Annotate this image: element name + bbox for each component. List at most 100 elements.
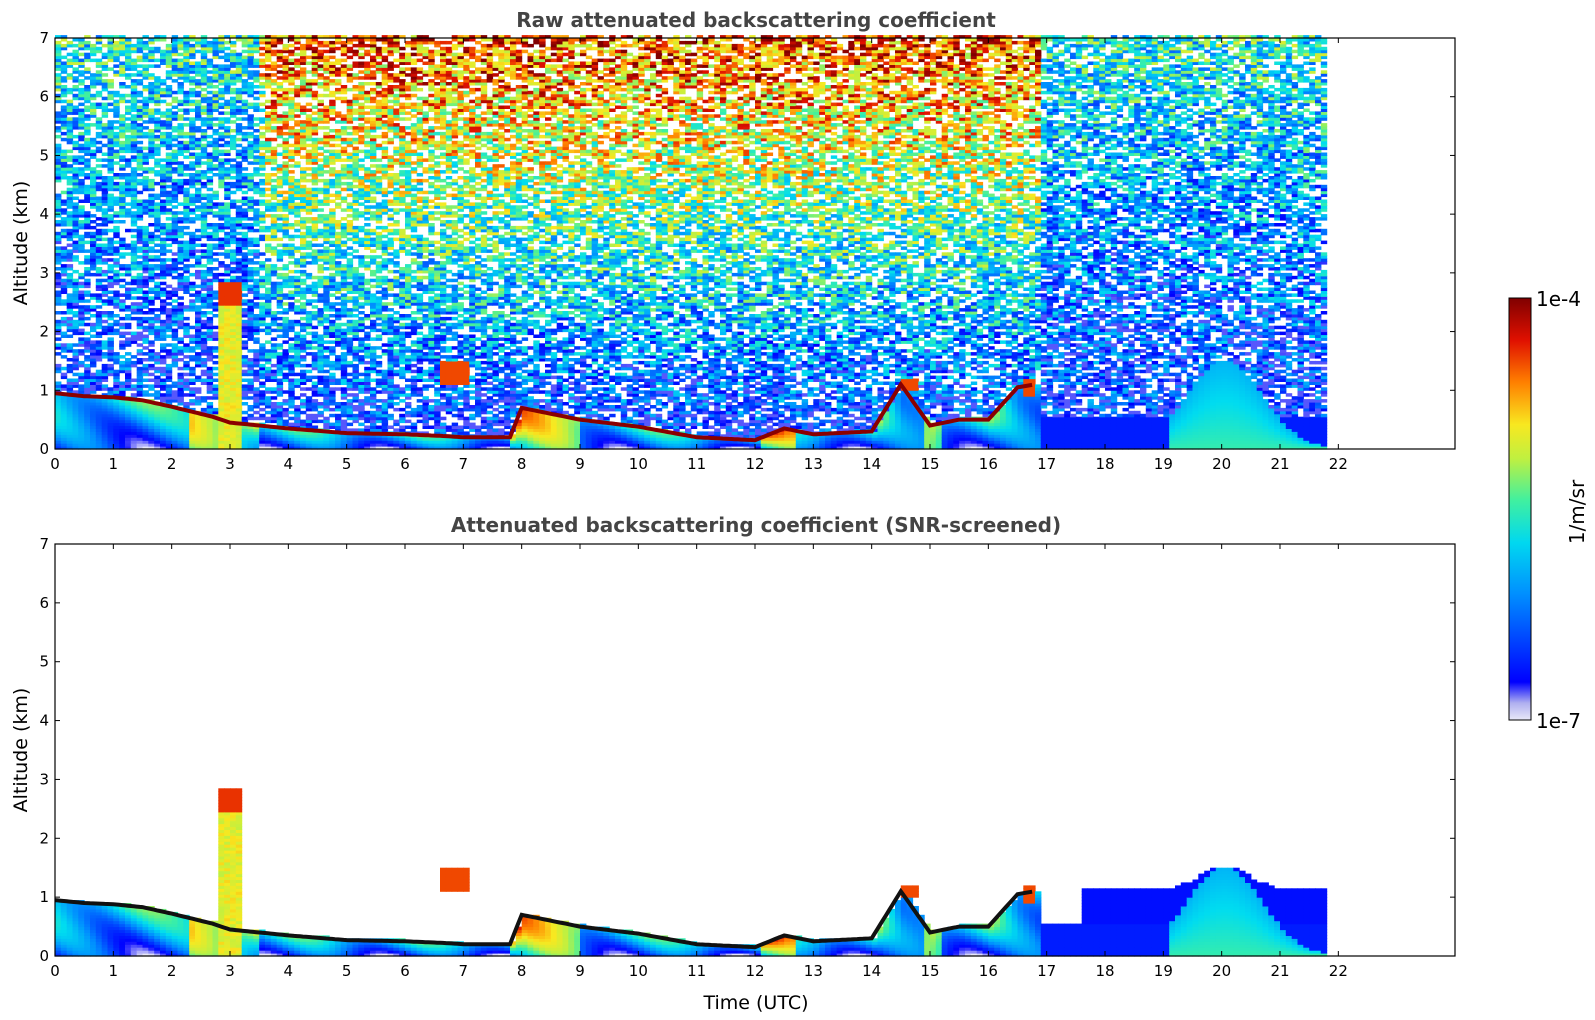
heatmap-cell — [253, 161, 260, 165]
heatmap-cell — [165, 264, 173, 268]
heatmap-cell — [311, 407, 319, 412]
heatmap-cell — [206, 140, 214, 145]
heatmap-cell — [154, 369, 161, 374]
heatmap-cell — [183, 123, 190, 127]
heatmap-cell — [300, 316, 307, 321]
heatmap-cell — [300, 190, 307, 195]
heatmap-cell — [305, 314, 313, 318]
heatmap-cell — [282, 73, 289, 77]
heatmap-cell — [311, 173, 319, 177]
heatmap-cell — [323, 178, 330, 183]
heatmap-cell — [317, 120, 324, 124]
heatmap-cell — [235, 155, 243, 159]
heatmap-cell — [177, 308, 184, 312]
heatmap-cell — [235, 258, 243, 262]
heatmap-cell — [200, 264, 208, 268]
heatmap-cell — [177, 82, 184, 86]
heatmap-cell — [317, 85, 324, 89]
heatmap-cell — [288, 358, 295, 362]
heatmap-cell — [259, 311, 266, 315]
heatmap-cell — [142, 126, 149, 130]
heatmap-cell — [235, 178, 243, 183]
heatmap-cell — [148, 378, 155, 382]
heatmap-cell — [84, 173, 91, 177]
heatmap-cell — [282, 181, 289, 186]
heatmap-cell — [125, 117, 132, 121]
heatmap-cell — [125, 416, 132, 421]
heatmap-cell — [177, 396, 184, 400]
heatmap-cell — [189, 167, 196, 171]
heatmap-cell — [224, 278, 231, 283]
heatmap-cell — [160, 187, 167, 192]
heatmap-cell — [125, 40, 132, 45]
heatmap-cell — [323, 76, 330, 80]
heatmap-cell — [160, 243, 167, 247]
heatmap-cell — [154, 443, 161, 447]
heatmap-cell — [189, 299, 196, 303]
heatmap-cell — [113, 258, 120, 262]
heatmap-cell — [288, 82, 295, 86]
heatmap-cell — [55, 410, 62, 415]
heatmap-cell — [113, 143, 120, 148]
heatmap-cell — [101, 237, 109, 242]
heatmap-cell — [136, 161, 144, 165]
heatmap-cell — [165, 155, 173, 159]
heatmap-cell — [224, 425, 231, 429]
heatmap-cell — [107, 387, 114, 391]
heatmap-cell — [90, 402, 97, 406]
heatmap-cell — [84, 258, 91, 262]
heatmap-cell — [84, 431, 91, 435]
heatmap-cell — [142, 70, 149, 74]
heatmap-cell — [142, 299, 149, 303]
heatmap-cell — [270, 346, 278, 350]
heatmap-cell — [72, 328, 79, 333]
heatmap-cell — [154, 431, 161, 435]
heatmap-cell — [84, 402, 91, 406]
heatmap-cell — [183, 76, 190, 80]
heatmap-cell — [90, 58, 97, 63]
heatmap-cell — [160, 393, 167, 397]
heatmap-cell — [130, 240, 138, 245]
heatmap-cell — [294, 278, 301, 283]
heatmap-cell — [107, 399, 114, 403]
heatmap-cell — [253, 38, 260, 42]
heatmap-cell — [165, 199, 173, 203]
heatmap-cell — [218, 311, 225, 315]
heatmap-cell — [288, 170, 295, 174]
heatmap-cell — [311, 196, 319, 200]
heatmap-cell — [55, 443, 62, 447]
heatmap-cell — [136, 287, 144, 291]
heatmap-cell — [224, 82, 231, 86]
heatmap-cell — [107, 196, 114, 200]
heatmap-cell — [119, 146, 126, 151]
heatmap-cell — [95, 249, 103, 253]
heatmap-cell — [107, 217, 114, 221]
heatmap-cell — [265, 314, 272, 318]
heatmap-cell — [282, 102, 289, 107]
heatmap-cell — [247, 369, 254, 374]
heatmap-cell — [183, 102, 190, 107]
heatmap-cell — [282, 366, 289, 371]
heatmap-cell — [113, 410, 120, 415]
heatmap-cell — [78, 299, 85, 303]
heatmap-cell — [200, 111, 208, 115]
heatmap-cell — [247, 155, 254, 159]
heatmap-cell — [288, 437, 295, 441]
heatmap-cell — [270, 155, 278, 159]
heatmap-cell — [189, 334, 196, 338]
heatmap-cell — [107, 205, 114, 209]
heatmap-cell — [101, 111, 109, 115]
heatmap-cell — [300, 431, 307, 435]
heatmap-cell — [90, 43, 97, 48]
heatmap-cell — [224, 349, 231, 353]
heatmap-cell — [224, 211, 231, 215]
heatmap-cell — [300, 328, 307, 333]
heatmap-cell — [288, 431, 295, 435]
heatmap-cell — [270, 225, 278, 230]
heatmap-cell — [107, 325, 114, 330]
heatmap-cell — [55, 290, 62, 294]
heatmap-cell — [230, 407, 237, 412]
heatmap-cell — [294, 223, 301, 227]
heatmap-cell — [323, 149, 330, 154]
heatmap-cell — [165, 70, 173, 74]
